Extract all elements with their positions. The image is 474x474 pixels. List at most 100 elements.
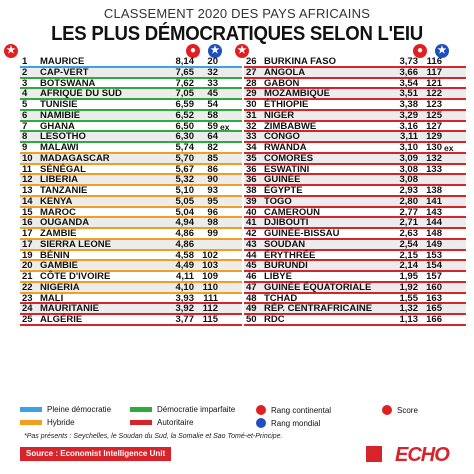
legend-label: Score: [397, 405, 418, 415]
country-name: Maurice: [40, 56, 85, 67]
country-name: Guinée Équatoriale: [264, 281, 372, 293]
continental-rank: 34: [246, 142, 257, 153]
world-rank: 154: [426, 260, 442, 272]
continental-rank: 30: [246, 99, 257, 110]
country-name: Tunisie: [40, 99, 78, 110]
category-bar: [244, 227, 466, 229]
table-row: 17 Sierra Leone 4,86: [20, 239, 242, 251]
category-bar: [20, 259, 242, 262]
country-name: Zimbabwe: [264, 120, 317, 132]
category-bar: [20, 108, 242, 111]
score-value: 3,38: [399, 99, 419, 110]
world-rank: 129: [426, 131, 442, 143]
country-name: Malawi: [40, 142, 79, 153]
score-value: 3,16: [399, 120, 419, 132]
star-icon: ★: [235, 44, 249, 58]
world-rank: 98: [207, 217, 218, 229]
category-bar: [20, 237, 242, 240]
country-name: Congo: [264, 131, 300, 143]
country-name: Égypte: [264, 185, 303, 196]
continental-rank: 41: [246, 217, 257, 229]
country-name: Burundi: [264, 260, 308, 272]
table-row: 31 Niger 3,29 125: [244, 110, 466, 122]
country-name: Éthiopie: [264, 99, 309, 110]
table-row: 25 Algérie 3,77 115: [20, 315, 242, 326]
continental-rank: 33: [246, 131, 257, 143]
country-name: Comores: [264, 152, 314, 164]
table-row: 3 Botswana 7,62 33: [20, 77, 242, 90]
country-name: Soudan: [264, 238, 306, 250]
world-rank: 58: [207, 109, 218, 121]
world-rank: 143: [426, 206, 442, 218]
continental-rank: 49: [246, 303, 257, 315]
score-value: 3,92: [175, 303, 195, 315]
continental-rank: 1: [22, 56, 28, 67]
score-value: 6,52: [175, 109, 195, 121]
country-name: Botswana: [40, 77, 96, 89]
tie-marker: ex: [220, 121, 230, 132]
score-value: 2,14: [399, 260, 419, 272]
world-rank: 90: [207, 174, 218, 186]
legend-label: Rang mondial: [271, 418, 321, 428]
table-row: 13 Tanzanie 5,10 93: [20, 186, 242, 197]
country-name: RDC: [264, 314, 285, 325]
world-rank: 111: [203, 292, 218, 304]
continental-rank: 15: [22, 206, 33, 218]
category-bar: [244, 248, 466, 251]
category-bar: [244, 184, 466, 186]
score-value: 3,77: [175, 314, 195, 325]
country-name: Érythrée: [264, 249, 316, 261]
category-bar: [20, 98, 242, 100]
header: CLASSEMENT 2020 DES PAYS AFRICAINS LES P…: [0, 0, 474, 45]
category-bar: [20, 227, 242, 229]
country-name: Cap-Vert: [40, 66, 89, 78]
table-row: 39 Togo 2,80 141: [244, 196, 466, 208]
score-value: 1,13: [399, 314, 419, 325]
world-rank: 122: [426, 88, 442, 100]
continental-rank: 44: [246, 249, 257, 261]
table-row: 42 Guinée-Bissau 2,63 148: [244, 229, 466, 240]
table-row: 36 Guinée 3,08: [244, 175, 466, 186]
score-value: 3,66: [399, 66, 419, 78]
country-name: Tanzanie: [40, 185, 88, 196]
score-value: 5,70: [175, 152, 195, 164]
score-value: 1,55: [399, 292, 419, 304]
score-value: 5,05: [175, 195, 195, 207]
table-row: 44 Érythrée 2,15 153: [244, 249, 466, 262]
continental-rank: 17: [22, 228, 33, 239]
score-value: 5,32: [175, 174, 195, 186]
continental-rank: 20: [22, 260, 33, 272]
score-value: 4,10: [175, 281, 195, 293]
continental-rank: 28: [246, 77, 257, 89]
continental-rank: 4: [22, 88, 28, 100]
source-label: Source : Economist Intelligence Unit: [20, 447, 172, 461]
table-row: 38 Égypte 2,93 138: [244, 186, 466, 197]
globe-icon: [256, 418, 266, 428]
continental-rank: 35: [246, 152, 257, 164]
category-bar: [244, 259, 466, 262]
continental-rank: 42: [246, 228, 257, 239]
category-bar: [20, 248, 242, 251]
score-value: 7,62: [175, 77, 195, 89]
table-row: 28 Gabon 3,54 121: [244, 77, 466, 90]
table-row: 1 Maurice 8,14 20: [20, 57, 242, 68]
continental-rank: 3: [22, 77, 28, 89]
table-row: 41 Djibouti 2,71 144: [244, 218, 466, 229]
table-row: 36 Eswatini 3,08 133: [244, 163, 466, 176]
world-rank: 20: [207, 56, 218, 67]
table-row: 26 Burkina Faso 3,73 116: [244, 57, 466, 68]
category-bar: [244, 194, 466, 197]
world-rank: 116: [426, 56, 442, 67]
table-row: 33 Congo 3,11 129: [244, 132, 466, 143]
country-name: Cameroun: [264, 206, 320, 218]
table-row: 10 Madagascar 5,70 85: [20, 152, 242, 165]
continental-rank: 47: [246, 281, 257, 293]
country-name: Libye: [264, 271, 292, 282]
continental-rank: 5: [22, 99, 28, 110]
legend-swatch: [20, 407, 42, 412]
continental-rank: 16: [22, 217, 33, 229]
country-name: Gabon: [264, 77, 300, 89]
continental-rank: 43: [246, 238, 257, 250]
table-row: 32 Zimbabwe 3,16 127: [244, 120, 466, 133]
continental-rank: 36: [246, 163, 257, 175]
